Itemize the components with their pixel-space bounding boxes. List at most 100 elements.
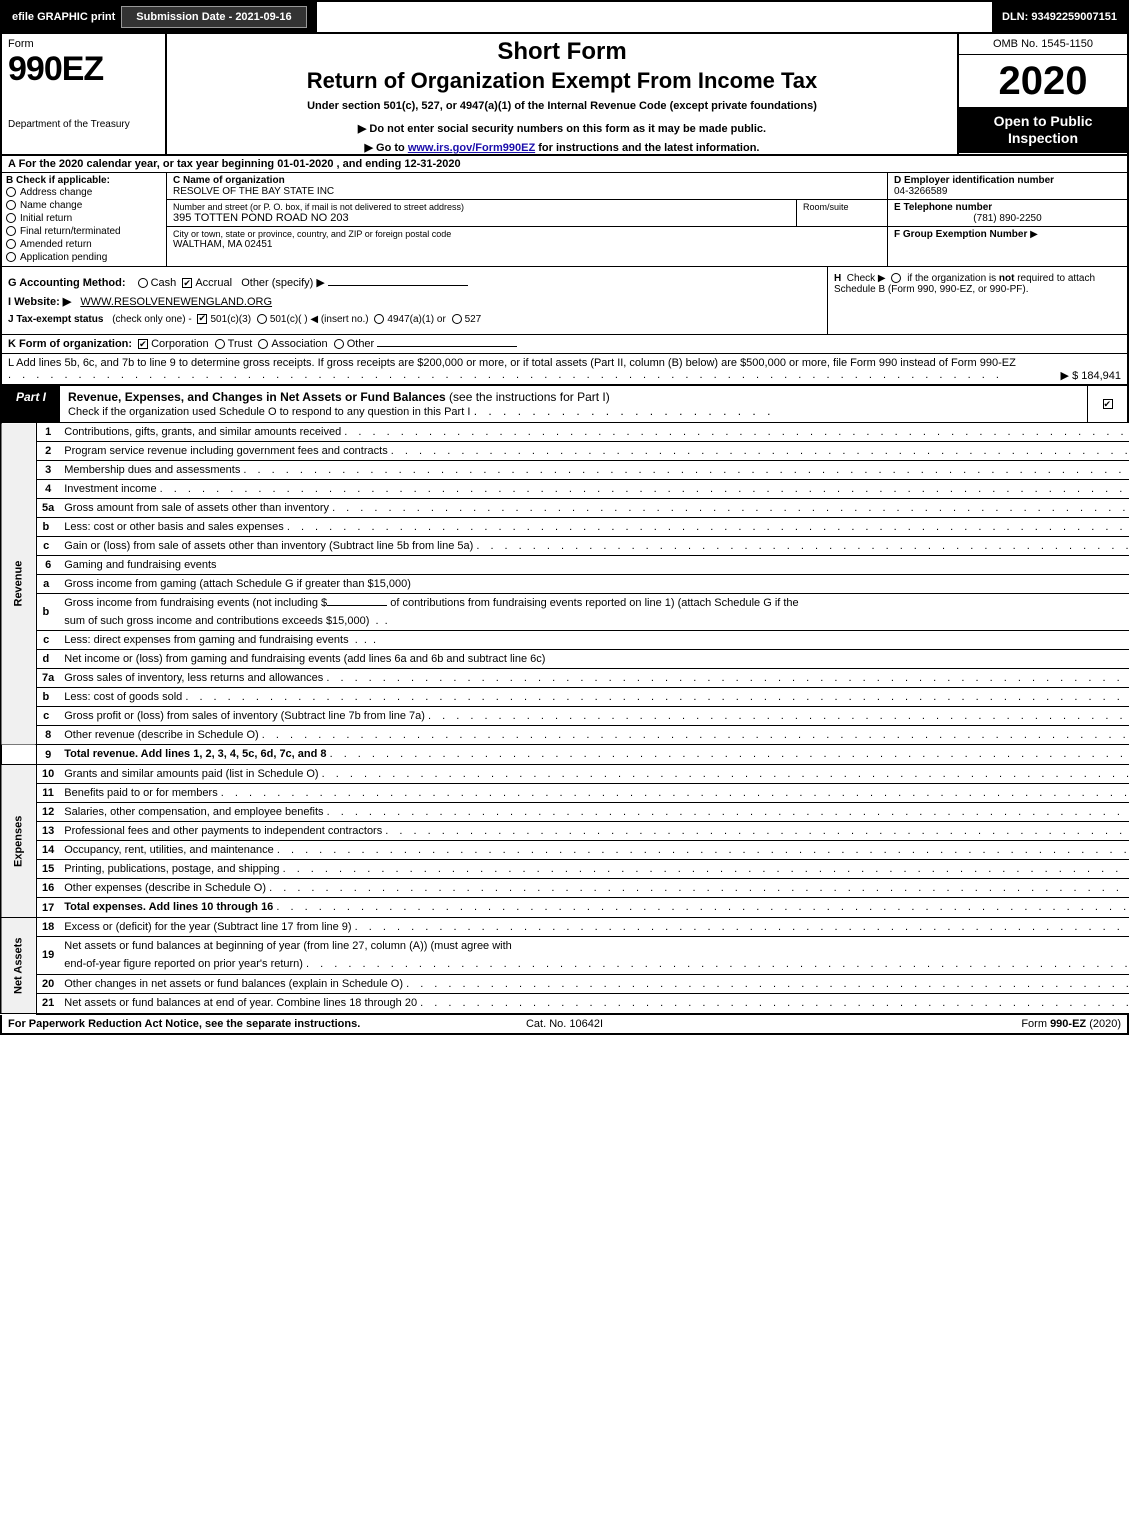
goto-link[interactable]: www.irs.gov/Form990EZ bbox=[408, 142, 535, 154]
line-num: 18 bbox=[37, 918, 60, 937]
table-row: b Less: cost or other basis and sales ex… bbox=[1, 518, 1129, 537]
table-row: 3 Membership dues and assessments 3 7,99… bbox=[1, 461, 1129, 480]
table-row: b Gross income from fundraising events (… bbox=[1, 594, 1129, 613]
chk-final-return[interactable]: Final return/terminated bbox=[6, 225, 162, 238]
open-to-public: Open to Public Inspection bbox=[959, 107, 1127, 153]
line-num: 11 bbox=[37, 784, 60, 803]
radio-association[interactable] bbox=[258, 339, 268, 349]
checkbox-corporation[interactable] bbox=[138, 339, 148, 349]
submission-date-button[interactable]: Submission Date - 2021-09-16 bbox=[121, 6, 306, 28]
table-row: 13 Professional fees and other payments … bbox=[1, 822, 1129, 841]
other-org-input[interactable] bbox=[377, 346, 517, 347]
under-section: Under section 501(c), 527, or 4947(a)(1)… bbox=[175, 100, 949, 112]
line-num: 9 bbox=[37, 745, 60, 765]
table-row: Expenses 10 Grants and similar amounts p… bbox=[1, 765, 1129, 784]
line-num: c bbox=[37, 537, 60, 556]
radio-501c[interactable] bbox=[257, 314, 267, 324]
part-1-checkbox-cell bbox=[1087, 386, 1127, 422]
chk-initial-return[interactable]: Initial return bbox=[6, 212, 162, 225]
line-desc: Excess or (deficit) for the year (Subtra… bbox=[59, 918, 1129, 937]
room-label: Room/suite bbox=[803, 202, 881, 212]
circle-icon bbox=[6, 187, 16, 197]
topbar: efile GRAPHIC print Submission Date - 20… bbox=[0, 0, 1129, 34]
street-row: Number and street (or P. O. box, if mail… bbox=[167, 200, 887, 227]
arrow-icon: ▶ bbox=[1030, 229, 1038, 240]
line-num: 17 bbox=[37, 898, 60, 918]
chk-label: Application pending bbox=[20, 252, 107, 263]
line-desc: Membership dues and assessments bbox=[59, 461, 1129, 480]
chk-application-pending[interactable]: Application pending bbox=[6, 251, 162, 264]
opt-501c: 501(c)( ) ◀ (insert no.) bbox=[270, 314, 369, 325]
part-1-label: Part I bbox=[2, 386, 60, 422]
g-accounting-method: G Accounting Method: Cash Accrual Other … bbox=[8, 273, 821, 292]
line-desc: Net assets or fund balances at end of ye… bbox=[59, 993, 1129, 1014]
ein-value: 04-3266589 bbox=[894, 186, 1121, 197]
checkbox-501c3[interactable] bbox=[197, 314, 207, 324]
line-num: b bbox=[37, 688, 60, 707]
checkbox-schedule-o[interactable] bbox=[1103, 399, 1113, 409]
table-row: 17 Total expenses. Add lines 10 through … bbox=[1, 898, 1129, 918]
line-num: 21 bbox=[37, 993, 60, 1014]
column-c-org-info: C Name of organization RESOLVE OF THE BA… bbox=[167, 173, 887, 266]
radio-trust[interactable] bbox=[215, 339, 225, 349]
radio-4947[interactable] bbox=[374, 314, 384, 324]
line-desc: Less: cost of goods sold bbox=[59, 688, 1129, 707]
line-num: 1 bbox=[37, 423, 60, 442]
phone-row: E Telephone number (781) 890-2250 bbox=[888, 200, 1127, 227]
line-desc: Printing, publications, postage, and shi… bbox=[59, 860, 1129, 879]
group-exemption-row: F Group Exemption Number ▶ bbox=[888, 227, 1127, 266]
radio-h[interactable] bbox=[891, 273, 901, 283]
chk-label: Amended return bbox=[20, 239, 92, 250]
circle-icon bbox=[6, 213, 16, 223]
line-desc: Net income or (loss) from gaming and fun… bbox=[59, 650, 1129, 669]
line-desc: Program service revenue including govern… bbox=[59, 442, 1129, 461]
line-desc: Net assets or fund balances at beginning… bbox=[59, 937, 1129, 956]
goto-post: for instructions and the latest informat… bbox=[535, 142, 759, 154]
city-value: WALTHAM, MA 02451 bbox=[173, 239, 881, 250]
checkbox-accrual[interactable] bbox=[182, 278, 192, 288]
street-label: Number and street (or P. O. box, if mail… bbox=[173, 202, 790, 212]
l-gross-receipts: L Add lines 5b, 6c, and 7b to line 9 to … bbox=[0, 354, 1129, 386]
form-title-block: Short Form Return of Organization Exempt… bbox=[167, 34, 957, 154]
line-desc: Less: cost or other basis and sales expe… bbox=[59, 518, 1129, 537]
footer-left: For Paperwork Reduction Act Notice, see … bbox=[8, 1018, 379, 1030]
part-1-table: Revenue 1 Contributions, gifts, grants, … bbox=[0, 423, 1129, 1015]
opt-other: Other bbox=[347, 338, 375, 350]
table-row: 16 Other expenses (describe in Schedule … bbox=[1, 879, 1129, 898]
header-right-block: OMB No. 1545-1150 2020 Open to Public In… bbox=[957, 34, 1127, 154]
line-num: 13 bbox=[37, 822, 60, 841]
h-label: H bbox=[834, 273, 841, 284]
line-num: 10 bbox=[37, 765, 60, 784]
col-b-title: B Check if applicable: bbox=[6, 175, 162, 186]
chk-name-change[interactable]: Name change bbox=[6, 199, 162, 212]
table-row: 7a Gross sales of inventory, less return… bbox=[1, 669, 1129, 688]
chk-label: Address change bbox=[20, 187, 92, 198]
info-grid: B Check if applicable: Address change Na… bbox=[0, 173, 1129, 267]
do-not-enter-ssn: ▶ Do not enter social security numbers o… bbox=[175, 122, 949, 135]
line-num: b bbox=[37, 518, 60, 537]
radio-cash[interactable] bbox=[138, 278, 148, 288]
chk-amended-return[interactable]: Amended return bbox=[6, 238, 162, 251]
line-desc: Benefits paid to or for members bbox=[59, 784, 1129, 803]
street-cell: Number and street (or P. O. box, if mail… bbox=[167, 200, 797, 226]
line-num: 2 bbox=[37, 442, 60, 461]
other-specify-input[interactable] bbox=[328, 285, 468, 286]
line-desc-cont: end-of-year figure reported on prior yea… bbox=[59, 955, 1129, 974]
ein-label: D Employer identification number bbox=[894, 175, 1121, 186]
org-name: RESOLVE OF THE BAY STATE INC bbox=[173, 186, 881, 197]
efile-text: efile GRAPHIC print bbox=[12, 11, 115, 23]
line-desc: Total revenue. Add lines 1, 2, 3, 4, 5c,… bbox=[59, 745, 1129, 765]
chk-address-change[interactable]: Address change bbox=[6, 186, 162, 199]
column-b-checkboxes: B Check if applicable: Address change Na… bbox=[2, 173, 167, 266]
form-word: Form bbox=[8, 38, 159, 50]
i-label: I Website: ▶ bbox=[8, 296, 71, 308]
contrib-amount-input[interactable] bbox=[327, 605, 387, 606]
radio-527[interactable] bbox=[452, 314, 462, 324]
line-num: 20 bbox=[37, 974, 60, 993]
line-num: 5a bbox=[37, 499, 60, 518]
line-desc: Gross amount from sale of assets other t… bbox=[59, 499, 1129, 518]
radio-other-org[interactable] bbox=[334, 339, 344, 349]
table-row: a Gross income from gaming (attach Sched… bbox=[1, 575, 1129, 594]
phone-value: (781) 890-2250 bbox=[894, 213, 1121, 224]
form-header: Form 990EZ Department of the Treasury Sh… bbox=[0, 34, 1129, 156]
